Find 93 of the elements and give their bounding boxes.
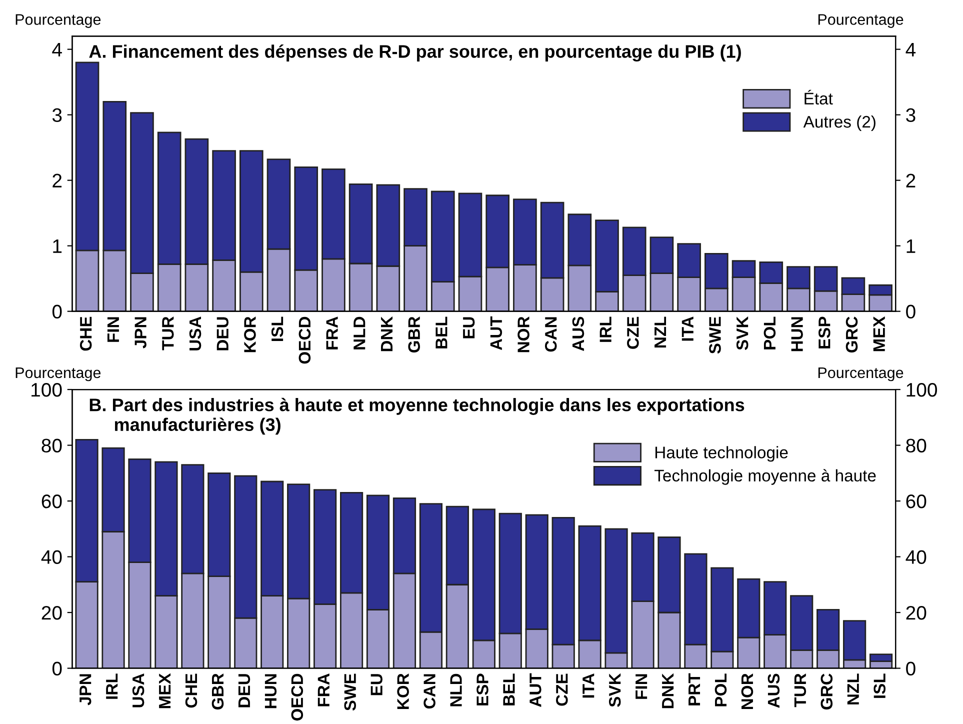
x-tick-label: MEX [159,673,171,708]
x-tick-label: MEX [873,316,885,352]
x-tick-label: OECD [298,316,311,364]
y2-axis-title: Pourcentage [818,14,904,28]
y2-tick-label: 80 [906,438,926,452]
x-tick-label: JPN [80,674,92,706]
x-tick-label: HUN [791,317,803,352]
x-tick-label: ISL [874,674,886,698]
x-tick-label: JPN [134,317,146,348]
x-tick-label: NLD [354,316,366,350]
y2-tick-label: 4 [906,42,916,56]
y2-tick-label: 3 [906,108,916,122]
y-tick-label: 100 [32,382,62,397]
x-tick-label: IRL [106,674,118,699]
y-tick-label: 1 [53,239,62,253]
x-tick-label: SVK [608,673,621,707]
y2-tick-label: 20 [906,606,926,620]
x-tick-label: AUT [530,673,542,707]
x-tick-label: FIN [107,317,119,342]
x-tick-label: FRA [318,674,330,706]
x-tick-label: SVK [736,316,748,350]
y-tick-label: 4 [52,42,62,56]
legend-label: Technologie moyenne à haute [654,469,876,485]
x-tick-label: AUS [572,316,584,351]
x-tick-label: FRA [326,316,338,350]
x-tick-label: CHE [185,674,198,708]
y2-tick-label: 40 [906,550,926,564]
x-tick-label: DNK [662,673,674,708]
x-tick-label: DNK [381,316,392,352]
y2-tick-label: 2 [906,174,916,188]
x-tick-label: CZE [556,674,568,706]
x-tick-label: BEL [436,316,448,348]
x-tick-label: TUR [162,316,174,350]
x-tick-label: TUR [794,673,806,708]
x-tick-label: NLD [450,674,462,706]
x-tick-label: KOR [397,673,409,710]
y-tick-label: 3 [52,108,62,122]
y-tick-label: 2 [52,174,62,188]
x-tick-label: GRC [820,674,833,710]
x-tick-label: EU [370,674,382,696]
y-tick-label: 80 [42,438,62,452]
x-tick-label: GBR [408,316,420,353]
x-tick-label: POL [764,316,776,350]
x-tick-label: ESP [818,316,830,348]
x-tick-label: ISL [271,316,284,341]
x-tick-label: IRL [600,316,612,342]
x-tick-label: FIN [636,674,648,699]
legend-label: Haute technologie [655,446,788,462]
x-tick-label: SWE [344,674,356,711]
x-tick-label: CAN [544,317,557,352]
x-tick-label: BEL [503,674,515,706]
x-tick-label: EU [463,317,475,338]
y2-axis-title: Pourcentage [818,367,904,382]
y-axis-title: Pourcentage [16,14,101,28]
x-tick-label: PRT [688,673,700,706]
text: B. Part des industries à haute et moyenne technologie dans les exportations manufacturières (3) [90,398,744,435]
legend-label: État [804,90,833,105]
y2-tick-label: 1 [906,239,916,253]
y-tick-label: 0 [52,662,62,676]
y-tick-label: 0 [52,304,62,319]
x-tick-label: GRC [846,316,858,353]
x-tick-label: HUN [264,674,277,708]
y-tick-label: 60 [42,494,62,508]
x-tick-label: DEU [216,317,229,350]
x-tick-label: USA [132,674,144,708]
y2-tick-label: 0 [906,662,916,676]
x-tick-label: CAN [424,674,436,709]
y-tick-label: 40 [41,550,62,564]
x-tick-label: AUT [490,316,502,350]
y-tick-label: 20 [42,606,62,620]
x-tick-label: NOR [518,316,530,352]
chart-title: A. Financement des dépenses de R-D par source, en pourcentage du PIB (1) [89,44,741,62]
x-tick-label: POL [714,674,727,706]
y2-tick-label: 100 [906,382,937,397]
x-tick-label: NOR [741,673,754,710]
x-tick-label: CZE [627,316,639,349]
x-tick-label: ITA [582,674,594,698]
x-tick-label: OECD [291,674,304,721]
legend-label: Autres (2) [803,115,876,131]
y-axis-title: Pourcentage [16,367,101,382]
x-tick-label: ESP [476,674,488,706]
x-tick-label: GBR [212,673,224,710]
x-tick-label: SWE [709,316,721,354]
x-tick-label: NZL [847,674,859,704]
x-tick-label: AUS [768,674,780,708]
x-tick-label: ITA [682,316,694,341]
x-tick-label: KOR [244,316,256,352]
y2-tick-label: 60 [906,494,926,508]
x-tick-label: NZL [654,316,666,348]
y2-tick-label: 0 [906,304,916,319]
x-tick-label: USA [189,316,202,350]
x-tick-label: CHE [80,316,92,351]
x-tick-label: DEU [238,674,250,708]
